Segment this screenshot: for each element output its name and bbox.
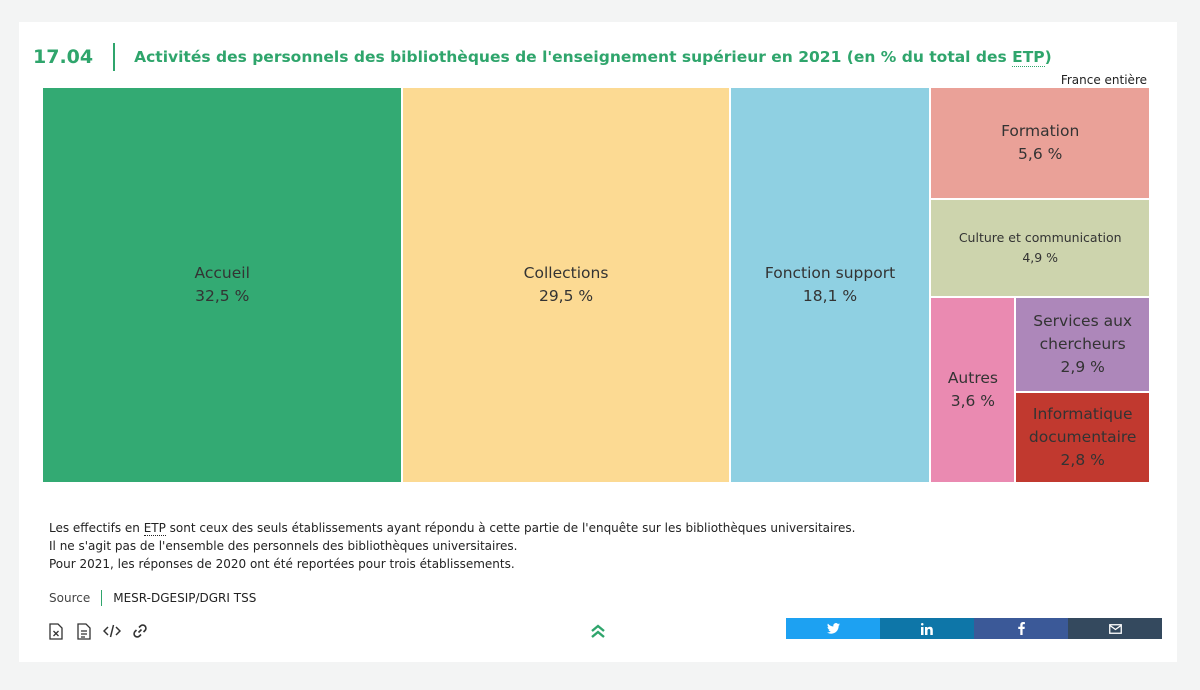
- treemap-cell-informatique-documentaire[interactable]: Informatique documentaire 2,8 %: [1016, 392, 1149, 482]
- export-tools: [47, 622, 149, 640]
- treemap-cell-fonction-support[interactable]: Fonction support 18,1 %: [730, 88, 930, 482]
- treemap-value-label: 2,9 %: [1060, 357, 1105, 376]
- facebook-icon: [1017, 622, 1025, 635]
- figure-header: 17.04 Activités des personnels des bibli…: [33, 42, 1167, 72]
- treemap-label: Services aux chercheurs: [1033, 311, 1133, 353]
- treemap-label: Fonction support: [764, 264, 896, 282]
- note-line-1: Les effectifs en ETP sont ceux des seuls…: [49, 519, 855, 537]
- treemap-cell-formation[interactable]: Formation 5,6 %: [931, 88, 1149, 198]
- linkedin-icon: [921, 622, 933, 635]
- title-abbr-etp[interactable]: ETP: [1012, 48, 1045, 67]
- treemap-value-label: 29,5 %: [538, 287, 594, 305]
- treemap-value-label: 18,1 %: [802, 287, 858, 305]
- figure-number: 17.04: [33, 46, 94, 68]
- link-icon[interactable]: [131, 622, 149, 640]
- note-text: Les effectifs en: [49, 521, 144, 535]
- header-separator: [113, 43, 116, 71]
- treemap-value-label: 4,9 %: [1022, 250, 1059, 265]
- title-text: Activités des personnels des bibliothèqu…: [134, 48, 1013, 66]
- email-share-button[interactable]: [1068, 618, 1162, 639]
- note-abbr-etp[interactable]: ETP: [143, 521, 166, 536]
- embed-code-icon[interactable]: [103, 622, 121, 640]
- treemap-label: Culture et communication: [958, 230, 1122, 245]
- treemap-label: Formation: [1001, 122, 1080, 140]
- share-bar: [786, 618, 1162, 639]
- facebook-share-button[interactable]: [974, 618, 1068, 639]
- treemap-label: Collections: [523, 264, 609, 282]
- linkedin-share-button[interactable]: [880, 618, 974, 639]
- twitter-share-button[interactable]: [786, 618, 880, 639]
- treemap-value-label: 32,5 %: [195, 287, 250, 305]
- treemap-value-label: 3,6 %: [950, 392, 996, 410]
- title-end: ): [1044, 48, 1052, 66]
- treemap-label: Autres: [947, 369, 998, 387]
- twitter-icon: [826, 623, 840, 634]
- treemap-chart: Accueil 32,5 % Collections 29,5 % Fonction s…: [43, 88, 1151, 484]
- treemap-value-label: 2,8 %: [1060, 450, 1105, 469]
- treemap-label: Accueil: [194, 264, 250, 282]
- treemap-cell-collections[interactable]: Collections 29,5 %: [403, 88, 729, 482]
- scope-label: France entière: [1060, 73, 1147, 87]
- note-line-2: Il ne s'agit pas de l'ensemble des perso…: [49, 539, 518, 553]
- treemap-cell-culture-et-communication[interactable]: Culture et communication 4,9 %: [931, 200, 1149, 296]
- email-icon: [1108, 623, 1122, 634]
- excel-download-icon[interactable]: [47, 622, 65, 640]
- source-line: Source MESR-DGESIP/DGRI TSS: [49, 590, 256, 606]
- treemap-cell-services-aux-chercheurs[interactable]: Services aux chercheurs 2,9 %: [1016, 298, 1149, 391]
- source-separator: [101, 590, 103, 606]
- note-text: sont ceux des seuls établissements ayant…: [165, 521, 856, 535]
- back-to-top-icon[interactable]: [588, 621, 608, 641]
- note-line-3: Pour 2021, les réponses de 2020 ont été …: [49, 557, 515, 571]
- treemap-cell-accueil[interactable]: Accueil 32,5 %: [43, 88, 402, 482]
- source-label: Source: [49, 591, 91, 605]
- source-value: MESR-DGESIP/DGRI TSS: [113, 591, 257, 605]
- treemap-label: Informatique documentaire: [1028, 404, 1137, 446]
- treemap-cell-autres[interactable]: Autres 3,6 %: [931, 298, 1015, 482]
- treemap-value-label: 5,6 %: [1018, 145, 1063, 163]
- figure-card: 17.04 Activités des personnels des bibli…: [19, 22, 1177, 662]
- figure-title: Activités des personnels des bibliothèqu…: [134, 48, 1052, 67]
- chart-notes: Les effectifs en ETP sont ceux des seuls…: [49, 519, 855, 573]
- document-icon[interactable]: [75, 622, 93, 640]
